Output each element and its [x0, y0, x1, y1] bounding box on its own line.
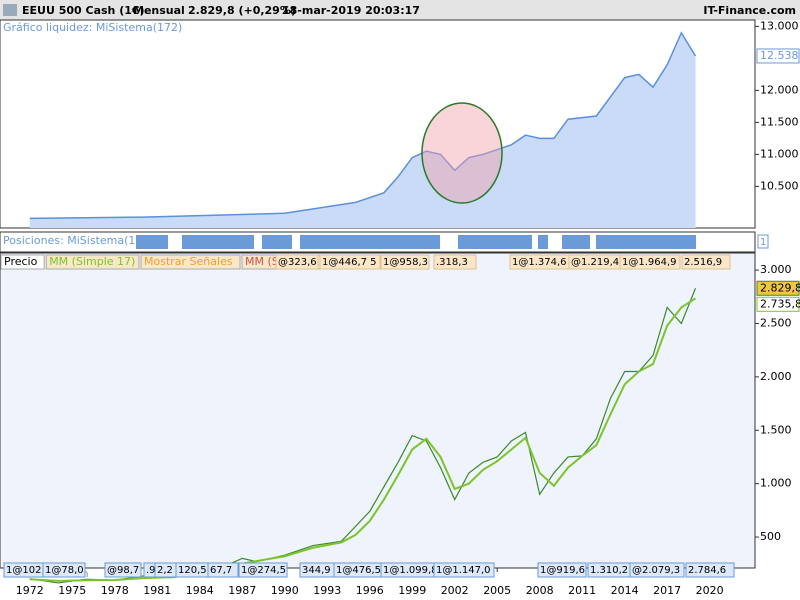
trade-label: .9 [146, 565, 156, 576]
y-tick-label: 11.500 [760, 115, 799, 128]
header-bar [0, 0, 800, 20]
trade-label: 1@1.374,6 [512, 257, 567, 268]
trade-label: 1@476,5 [336, 565, 381, 576]
x-tick-label: 1990 [271, 584, 299, 597]
trade-label: @323,6 [278, 257, 317, 268]
x-tick-label: 2014 [611, 584, 639, 597]
y-tick-label: 11.000 [760, 147, 799, 160]
legend-entry: MM (Simple 17) [49, 255, 135, 268]
highlight-ellipse [421, 102, 503, 204]
trade-box [433, 562, 495, 578]
y-tick-label: 2.500 [760, 316, 792, 329]
current-label: 2.735,8 [760, 297, 800, 310]
trade-box [319, 254, 381, 270]
x-tick-label: 2017 [653, 584, 681, 597]
x-tick-label: 2002 [441, 584, 469, 597]
y-tick-label: 13.000 [760, 19, 799, 32]
positions-title: Posiciones: MiSistema(172) [3, 234, 154, 247]
x-tick-label: 2011 [568, 584, 596, 597]
trade-label: 344,9 [302, 565, 331, 576]
x-tick-label: 1987 [228, 584, 256, 597]
y-tick-label: 10.500 [760, 179, 799, 192]
trade-label: 1.310,2 [590, 565, 628, 576]
datetime: 18-mar-2019 20:03:17 [282, 4, 420, 17]
x-tick-label: 2008 [526, 584, 554, 597]
x-tick-label: 1993 [313, 584, 341, 597]
trade-label: 1@1.147,0 [436, 565, 491, 576]
current-tag [756, 280, 800, 296]
legend-entry: Precio [4, 255, 38, 268]
legend-box [0, 254, 45, 270]
trade-box [681, 254, 731, 270]
trade-box [685, 562, 735, 578]
trade-label: 1@1.964,9 [622, 257, 677, 268]
trade-box [104, 562, 142, 578]
x-tick-label: 1981 [143, 584, 171, 597]
trade-label: @1.219,4 [571, 257, 619, 268]
trade-label: 67,7 [210, 565, 232, 576]
x-tick-label: 1996 [356, 584, 384, 597]
y-tick-label: 3.000 [760, 263, 792, 276]
equity-title: Gráfico liquidez: MiSistema(172) [3, 21, 182, 34]
y-tick-label: 1.500 [760, 423, 792, 436]
trade-box [207, 562, 239, 578]
x-tick-label: 1978 [101, 584, 129, 597]
instrument: EEUU 500 Cash (1€) [22, 4, 145, 17]
trade-label: 1@919,6 [540, 565, 585, 576]
price-panel [0, 252, 756, 569]
trade-box [380, 254, 430, 270]
current-label: 2.829,8 [760, 281, 800, 294]
trade-label: @98,7 [107, 565, 139, 576]
y-tick-label: 1.000 [760, 477, 792, 490]
trade-label: 1@446,7 5 [322, 257, 377, 268]
current-tag [756, 48, 800, 64]
x-tick-label: 2020 [696, 584, 724, 597]
trade-box [629, 562, 685, 578]
trade-box [433, 254, 477, 270]
trade-box [537, 562, 587, 578]
trade-label: 2.516,9 [684, 257, 722, 268]
trade-box [238, 562, 288, 578]
legend-entry: Mostrar Señales [144, 255, 233, 268]
current-tag [756, 296, 800, 312]
y-tick-label: 500 [760, 530, 781, 543]
trade-box [42, 562, 86, 578]
x-tick-label: 1972 [16, 584, 44, 597]
trade-label: 1@958,3 [383, 257, 428, 268]
price: 2.829,8 (+0,29%) [188, 4, 296, 17]
trade-label: 2.784,6 [688, 565, 726, 576]
positions-axis-label: 1 [760, 237, 766, 248]
equity-area [29, 32, 696, 228]
equity-line [29, 31, 697, 220]
brand: IT-Finance.com [703, 4, 796, 17]
trade-label: 1@1.099,8 [383, 565, 438, 576]
x-tick-label: 1999 [398, 584, 426, 597]
positions-axis-box [757, 234, 769, 249]
trade-label: 1@78,0 [45, 565, 84, 576]
trade-label: 2,2 [157, 565, 173, 576]
y-tick-label: 2.000 [760, 370, 792, 383]
trade-label: 1@102,7 [6, 565, 51, 576]
trade-label: .318,3 [436, 257, 468, 268]
period: Mensual [133, 4, 185, 17]
trade-label: 120,5 [178, 565, 207, 576]
y-tick-label: 12.000 [760, 83, 799, 96]
x-tick-label: 1975 [58, 584, 86, 597]
position-bars [136, 235, 696, 249]
trade-box [619, 254, 681, 270]
x-tick-label: 2005 [483, 584, 511, 597]
menu-icon[interactable] [3, 4, 17, 16]
trade-label: 1@274,5 [241, 565, 286, 576]
trade-box [275, 254, 319, 270]
trade-label: @2.079,3 [632, 565, 680, 576]
x-tick-label: 1984 [186, 584, 214, 597]
legend-box [45, 254, 140, 270]
legend-box [140, 254, 241, 270]
current-label: 12.538 [760, 49, 799, 62]
